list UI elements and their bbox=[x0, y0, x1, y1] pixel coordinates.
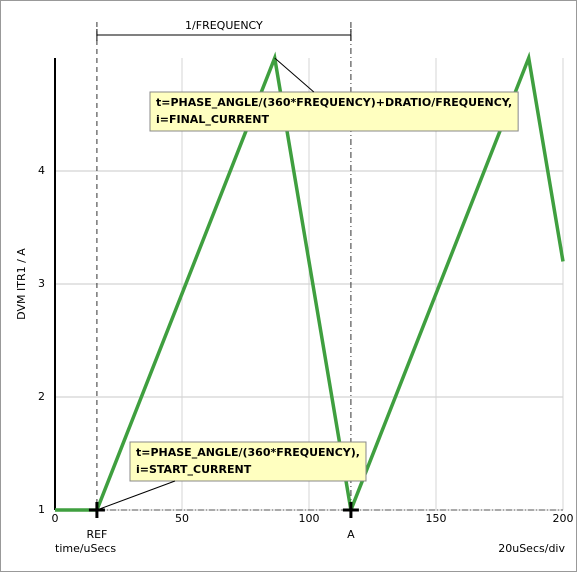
annotation-text: t=PHASE_ANGLE/(360*FREQUENCY), bbox=[136, 446, 360, 459]
annotation-leader bbox=[96, 480, 176, 511]
y-axis-label: DVM ITR1 / A bbox=[15, 248, 28, 320]
annotation-box bbox=[129, 441, 367, 482]
cross bbox=[342, 502, 359, 518]
y-tick-label: 3 bbox=[38, 277, 45, 290]
x-tick-label: 100 bbox=[299, 512, 320, 525]
marker-label: REF bbox=[86, 528, 107, 541]
dimension-label: 1/FREQUENCY bbox=[185, 19, 263, 32]
annotation-box bbox=[149, 91, 519, 132]
x-tick-label: 150 bbox=[426, 512, 447, 525]
y-tick-label: 1 bbox=[38, 503, 45, 516]
annotation-text: i=FINAL_CURRENT bbox=[156, 113, 269, 126]
x-tick-label: 200 bbox=[553, 512, 574, 525]
x-tick-label: 0 bbox=[52, 512, 59, 525]
y-tick-label: 2 bbox=[38, 390, 45, 403]
scale-label: 20uSecs/div bbox=[498, 542, 565, 555]
x-tick-label: 50 bbox=[175, 512, 189, 525]
annotation-leader bbox=[274, 57, 315, 93]
y-tick-label: 4 bbox=[38, 164, 45, 177]
annotation-text: t=PHASE_ANGLE/(360*FREQUENCY)+DRATIO/FRE… bbox=[156, 96, 512, 109]
marker-label: A bbox=[347, 528, 355, 541]
x-axis-label: time/uSecs bbox=[55, 542, 116, 555]
annotation-text: i=START_CURRENT bbox=[136, 463, 252, 476]
